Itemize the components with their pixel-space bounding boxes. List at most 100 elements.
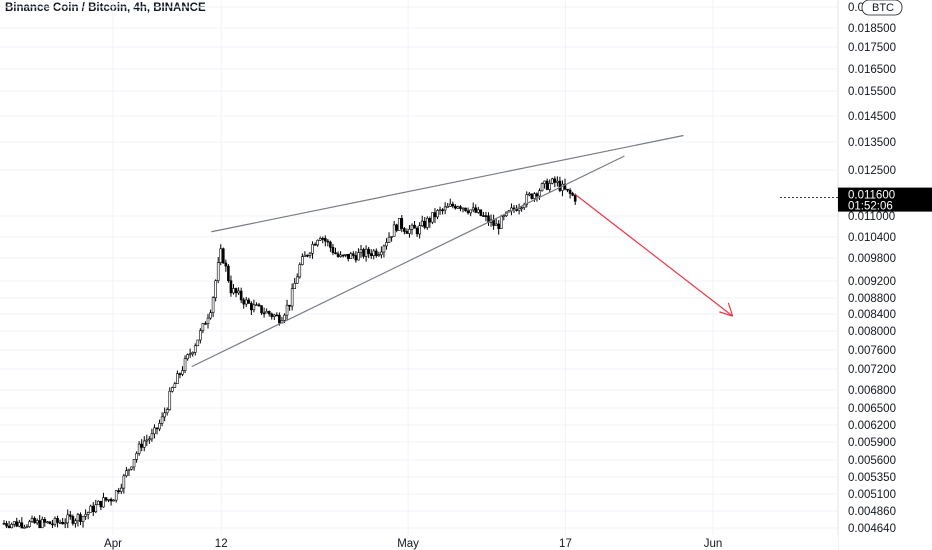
candle-body bbox=[211, 297, 215, 313]
candle-body bbox=[227, 265, 230, 281]
candle-body bbox=[476, 209, 480, 213]
price-axis[interactable]: 0.0195000.0185000.0175000.0165000.015500… bbox=[837, 0, 903, 550]
candle-body bbox=[117, 490, 121, 492]
candle-body bbox=[405, 231, 409, 234]
candle-body bbox=[122, 475, 126, 489]
candle-body bbox=[204, 323, 207, 325]
candle-body bbox=[349, 253, 353, 259]
candle-body bbox=[257, 304, 261, 307]
candle-body bbox=[346, 254, 350, 259]
candle-body bbox=[275, 314, 279, 317]
candle-body bbox=[293, 283, 297, 289]
last-price-value: 0.011600 bbox=[848, 190, 895, 202]
candle-body bbox=[97, 500, 100, 506]
candle-body bbox=[99, 500, 103, 508]
candle-body bbox=[352, 253, 355, 256]
candle-body bbox=[229, 280, 233, 294]
candle-body bbox=[247, 299, 251, 304]
candle-body bbox=[86, 512, 90, 515]
candle-body bbox=[43, 519, 47, 523]
candle-body bbox=[244, 299, 248, 305]
candle-body bbox=[186, 354, 189, 360]
candle-body bbox=[267, 311, 271, 315]
candle-body bbox=[561, 183, 564, 191]
candle-body bbox=[550, 178, 554, 184]
candle-body bbox=[23, 527, 26, 529]
candle-body bbox=[114, 490, 118, 501]
candle-body bbox=[155, 427, 159, 430]
candle-body bbox=[433, 212, 437, 218]
price-tick-label: 0.006500 bbox=[848, 403, 896, 415]
candle-body bbox=[540, 183, 544, 192]
candle-body bbox=[71, 516, 75, 524]
candle-body bbox=[15, 521, 19, 527]
candle-body bbox=[20, 522, 24, 529]
candle-body bbox=[51, 523, 54, 526]
candle-body bbox=[2, 523, 6, 525]
candle-body bbox=[403, 228, 406, 232]
candle-body bbox=[270, 313, 274, 317]
candle-body bbox=[283, 314, 286, 321]
candle-body bbox=[25, 526, 29, 528]
price-tick-label: 0.015500 bbox=[848, 86, 896, 98]
price-tick-label: 0.008800 bbox=[848, 293, 896, 305]
price-tick-label: 0.017500 bbox=[848, 42, 896, 54]
candle-body bbox=[545, 180, 549, 190]
price-tick-label: 0.012500 bbox=[848, 165, 896, 177]
candle-body bbox=[311, 244, 314, 254]
price-tick-label: 0.005900 bbox=[848, 437, 896, 449]
candle-body bbox=[76, 514, 80, 522]
candle-body bbox=[94, 504, 98, 513]
projection-arrow bbox=[574, 194, 734, 317]
candle-body bbox=[369, 253, 373, 256]
price-tick-label: 0.008000 bbox=[848, 326, 896, 338]
price-tick-label: 0.004640 bbox=[848, 523, 896, 535]
candle-body bbox=[471, 207, 475, 211]
candle-body bbox=[573, 194, 577, 202]
candle-body bbox=[214, 280, 217, 298]
candle-body bbox=[474, 207, 478, 213]
candle-body bbox=[392, 224, 396, 237]
candle-body bbox=[153, 427, 156, 435]
candle-body bbox=[515, 208, 518, 211]
candle-body bbox=[464, 207, 467, 212]
candle-body bbox=[206, 317, 210, 324]
candle-body bbox=[255, 304, 258, 307]
candle-body bbox=[199, 330, 202, 341]
candle-body bbox=[250, 303, 253, 311]
candle-body bbox=[272, 314, 276, 317]
candle-body bbox=[81, 516, 85, 522]
candle-body bbox=[425, 218, 429, 228]
candle-body bbox=[323, 238, 327, 242]
price-tick-label: 0.005600 bbox=[848, 455, 896, 467]
time-tick-label: 17 bbox=[559, 538, 572, 550]
candle-body bbox=[301, 256, 304, 265]
candle-body bbox=[209, 312, 212, 319]
candle-body bbox=[313, 244, 317, 246]
candle-body bbox=[216, 262, 220, 281]
candle-body bbox=[290, 288, 294, 307]
time-axis[interactable]: Apr 12 May 17 Jun bbox=[0, 535, 838, 550]
candle-body bbox=[140, 443, 143, 448]
price-tick-label: 0.005100 bbox=[848, 489, 896, 501]
candle-body bbox=[321, 238, 325, 240]
candle-body bbox=[84, 514, 87, 517]
candle-body bbox=[339, 254, 342, 257]
candle-body bbox=[497, 223, 501, 229]
candle-body bbox=[448, 203, 452, 207]
time-tick-label: Apr bbox=[104, 538, 122, 550]
candle-body bbox=[5, 523, 8, 527]
price-tick-label: 0.005350 bbox=[848, 472, 896, 484]
price-tick-label: 0.009200 bbox=[848, 276, 896, 288]
candle-body bbox=[48, 521, 52, 525]
candle-body bbox=[329, 241, 332, 248]
candle-body bbox=[431, 212, 434, 223]
candle-body bbox=[336, 253, 340, 257]
candle-body bbox=[79, 514, 82, 522]
candle-body bbox=[423, 220, 427, 228]
candle-body bbox=[372, 250, 376, 256]
candle-body bbox=[362, 249, 365, 257]
candle-body bbox=[10, 523, 13, 529]
candle-body bbox=[61, 521, 64, 525]
